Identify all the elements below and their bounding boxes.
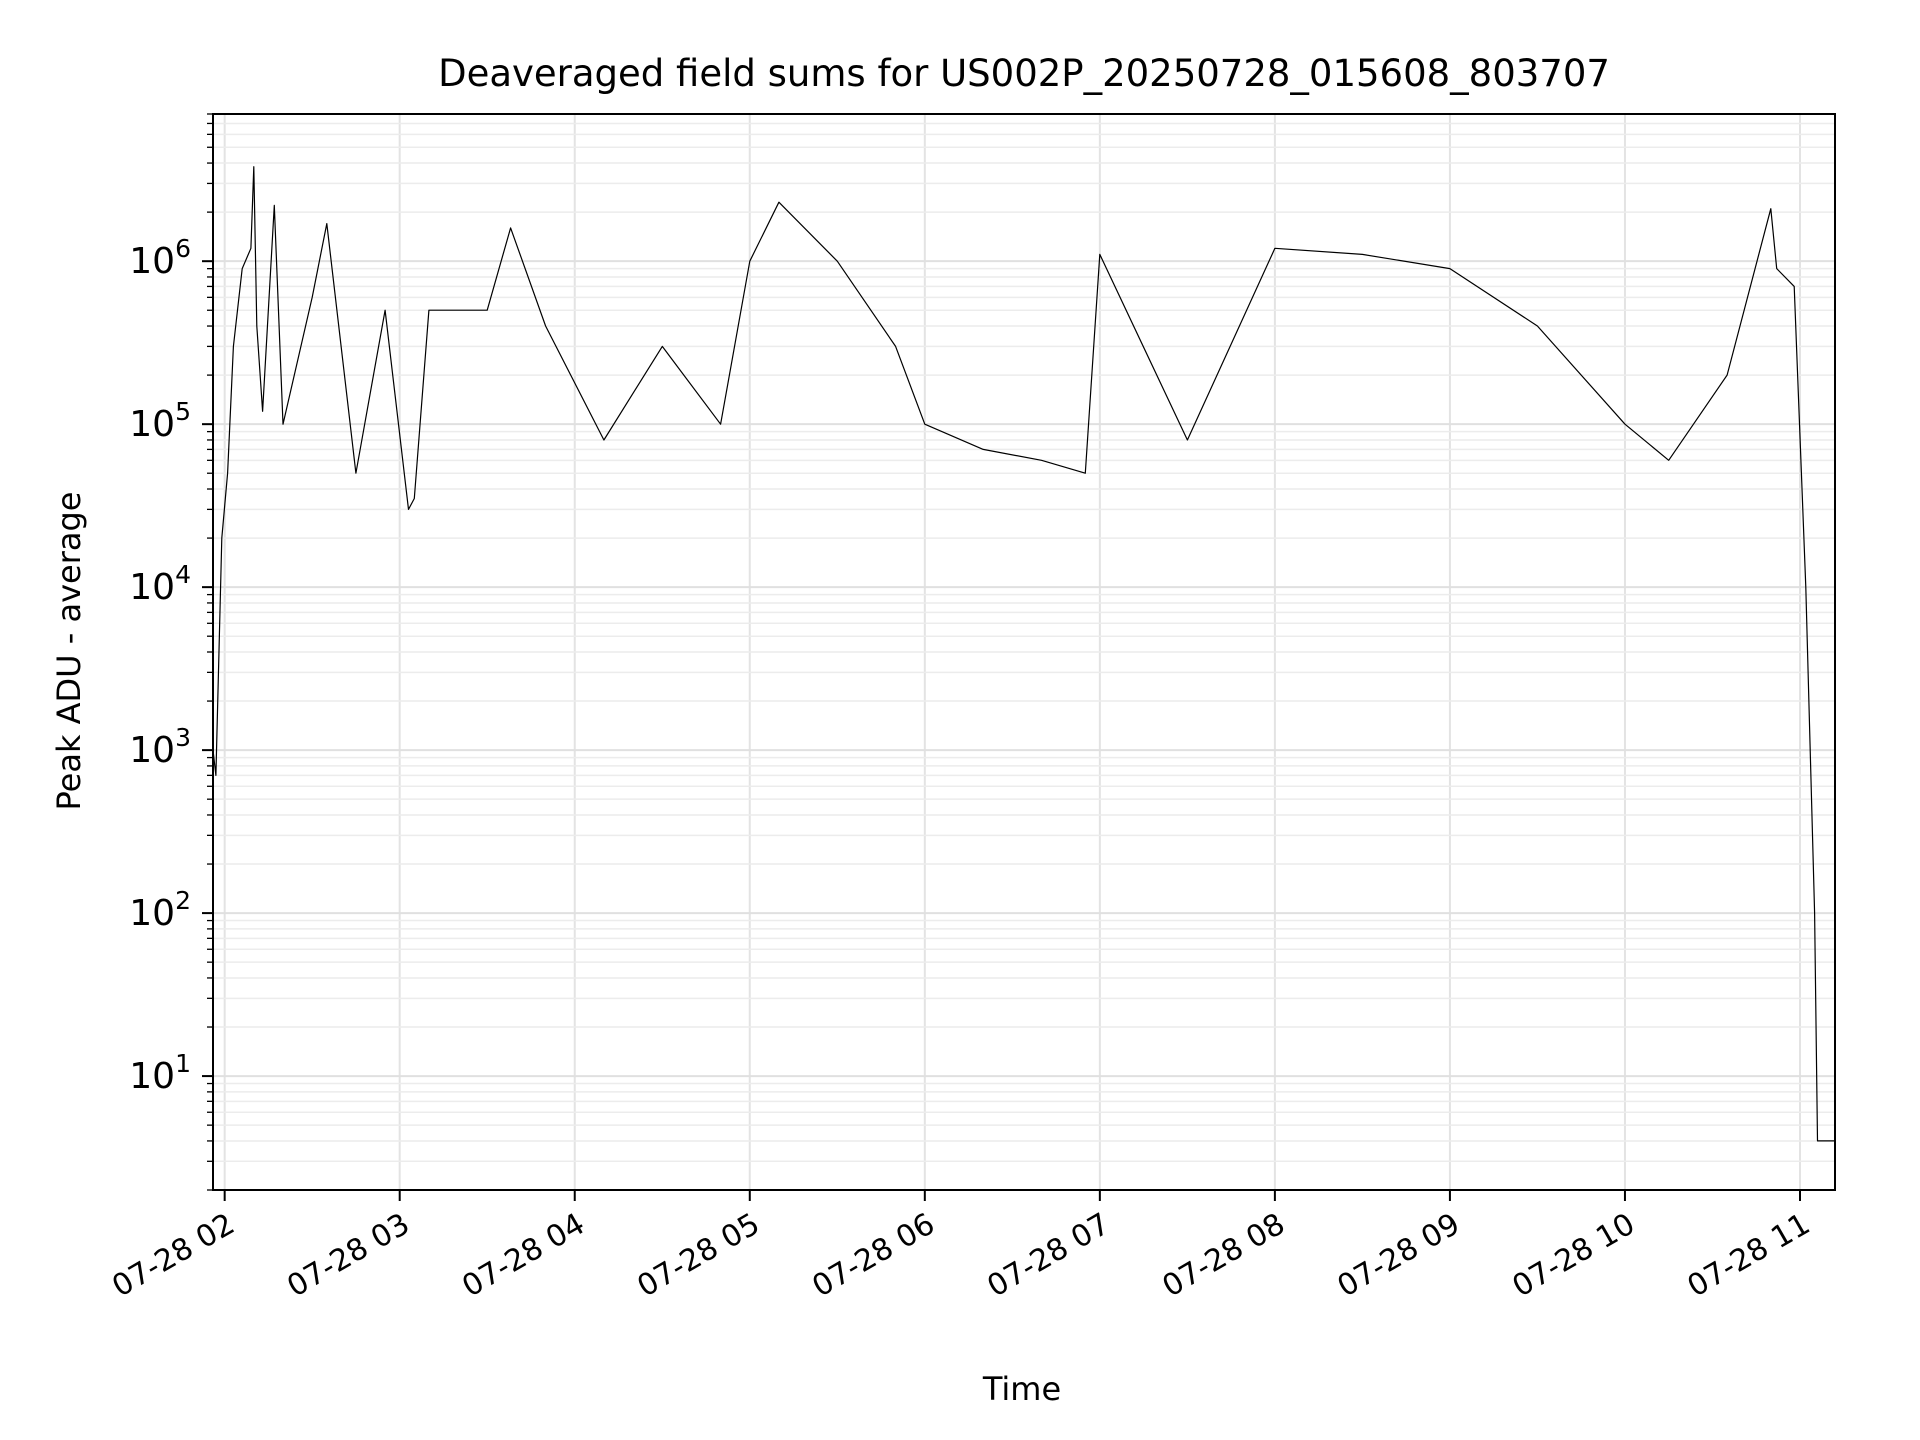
x-tick-label: 07-28 09: [1332, 1207, 1466, 1305]
axis-ticks: [202, 113, 1801, 1201]
x-tick-label: 07-28 07: [982, 1207, 1116, 1305]
x-tick-label: 07-28 06: [806, 1207, 940, 1305]
y-tick-label: 104: [129, 560, 191, 608]
grid-lines: [213, 113, 1835, 1191]
x-tick-label: 07-28 10: [1507, 1207, 1641, 1305]
x-tick-label: 07-28 08: [1157, 1207, 1291, 1305]
y-tick-label: 102: [129, 886, 191, 934]
x-tick-label: 07-28 04: [456, 1207, 590, 1305]
x-tick-label: 07-28 11: [1682, 1207, 1816, 1305]
y-tick-label: 103: [129, 723, 191, 771]
series-line: [212, 166, 1835, 1142]
x-tick-label: 07-28 05: [631, 1207, 765, 1305]
x-tick-label: 07-28 03: [281, 1207, 415, 1305]
tick-labels: 07-28 02 07-28 03 07-28 04 07-28 05 07-28 06…: [106, 234, 1816, 1304]
y-tick-label: 105: [129, 397, 191, 445]
chart-title: Deaveraged field sums for US002P_2025072…: [438, 52, 1610, 95]
y-axis-label: Peak ADU - average: [50, 492, 88, 811]
x-tick-label: 07-28 02: [106, 1207, 240, 1305]
y-tick-label: 101: [129, 1049, 191, 1097]
x-axis-label: Time: [982, 1370, 1061, 1408]
y-tick-label: 106: [129, 234, 191, 282]
